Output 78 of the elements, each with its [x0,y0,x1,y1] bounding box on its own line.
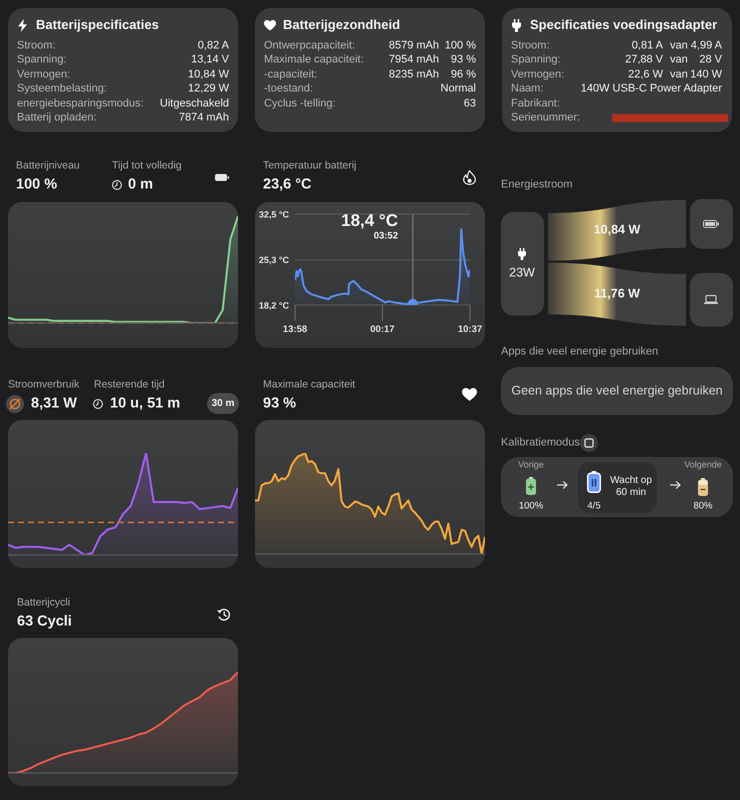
text: Volgende [684,460,722,470]
chart-title: Temperatuur batterij [263,160,356,172]
x-tick-label: 00:17 [370,324,395,335]
text: Wacht op 60 min [610,475,652,498]
text: Systeembelasting: [17,82,107,95]
chart-subtitle: 63 Cycli [17,613,72,630]
text: 93 % [450,54,476,66]
chart-subtitle: 8,31 W [31,395,77,412]
chart-subtitle: 23,6 °C [263,176,312,192]
text: van [670,68,688,80]
text: 140 W [690,68,722,80]
text: 0,81 A [632,39,663,52]
y-tick-label: 18,2 °C [258,300,290,310]
text: 8235 mAh [388,68,439,80]
text: 22,6 W [628,68,663,80]
chart-subtitle: 93 % [263,395,296,412]
text: Ontwerpcapaciteit: [264,39,356,52]
text: -toestand: [264,82,313,95]
text: 100% [518,500,544,512]
text: Kalibratiemodus [501,436,580,448]
text: Uitgeschakeld [160,97,229,110]
text: 10 u, 51 m [110,395,180,412]
text: 4/5 [587,500,601,512]
text: 0 m [128,176,153,192]
text: 8579 mAh [388,39,439,52]
x-tick-label: 10:37 [458,324,482,335]
text: 96 % [450,68,476,80]
text: Batterijspecificaties [36,17,159,32]
text: Batterij opladen: [17,112,96,124]
text: van [670,39,688,52]
text: 13,14 V [191,54,229,66]
y-tick-label: 32,5 °C [258,209,290,220]
text: Specificaties voedingsadapter [530,17,718,32]
text: Fabrikant: [511,97,560,110]
text: Maximale capaciteit: [264,54,364,66]
text: Spanning: [17,54,67,66]
text: Batterijgezondheid [283,17,400,32]
text: Serienummer: [511,112,580,124]
text: 12,29 W [188,82,229,95]
text: 80% [693,500,713,512]
text: Energiestroom [501,178,573,190]
text: 23W [509,266,535,280]
x-tick-label: 13:58 [282,324,308,335]
text: 100 % [444,39,476,52]
pill-button: 30 m [207,393,239,414]
text: Vorige [518,460,544,470]
text: 4,99 A [690,39,722,52]
text: 10,84 W [188,68,229,80]
text: 0,82 A [198,39,229,52]
text: 140W USB-C Power Adapter [580,82,722,95]
text: Spanning: [511,54,561,66]
chart-subtitle: 100 % [16,176,58,192]
text: Geen apps die veel energie gebruiken [511,384,723,398]
text: 28 V [699,54,722,66]
text: -capaciteit: [264,68,318,80]
text: Tijd tot volledig [112,160,182,172]
text: Naam: [511,82,544,95]
text: Apps die veel energie gebruiken [501,345,658,358]
text: Stroom: [511,39,550,52]
text: 7954 mAh [388,54,439,66]
text: van [670,54,688,66]
text: Normal [440,82,476,95]
chart-title: Stroomverbruik [8,378,80,391]
text: 27,88 V [625,54,663,66]
text: Vermogen: [17,68,70,80]
text: Vermogen: [511,68,564,80]
text: energiebesparingsmodus: [17,97,144,110]
text: Cyclus -telling: [264,97,336,110]
chart-title: Maximale capaciteit [263,378,356,391]
y-tick-label: 25,3 °C [258,255,290,266]
annotation: 18,4 °C [341,210,398,230]
text: 63 [464,97,476,110]
annotation: 03:52 [374,230,398,242]
text: Resterende tijd [94,378,165,391]
chart-title: Batterijniveau [16,160,80,172]
text: Stroom: [17,39,56,52]
chart-title: Batterijcycli [17,596,70,609]
text: 7874 mAh [178,112,229,124]
